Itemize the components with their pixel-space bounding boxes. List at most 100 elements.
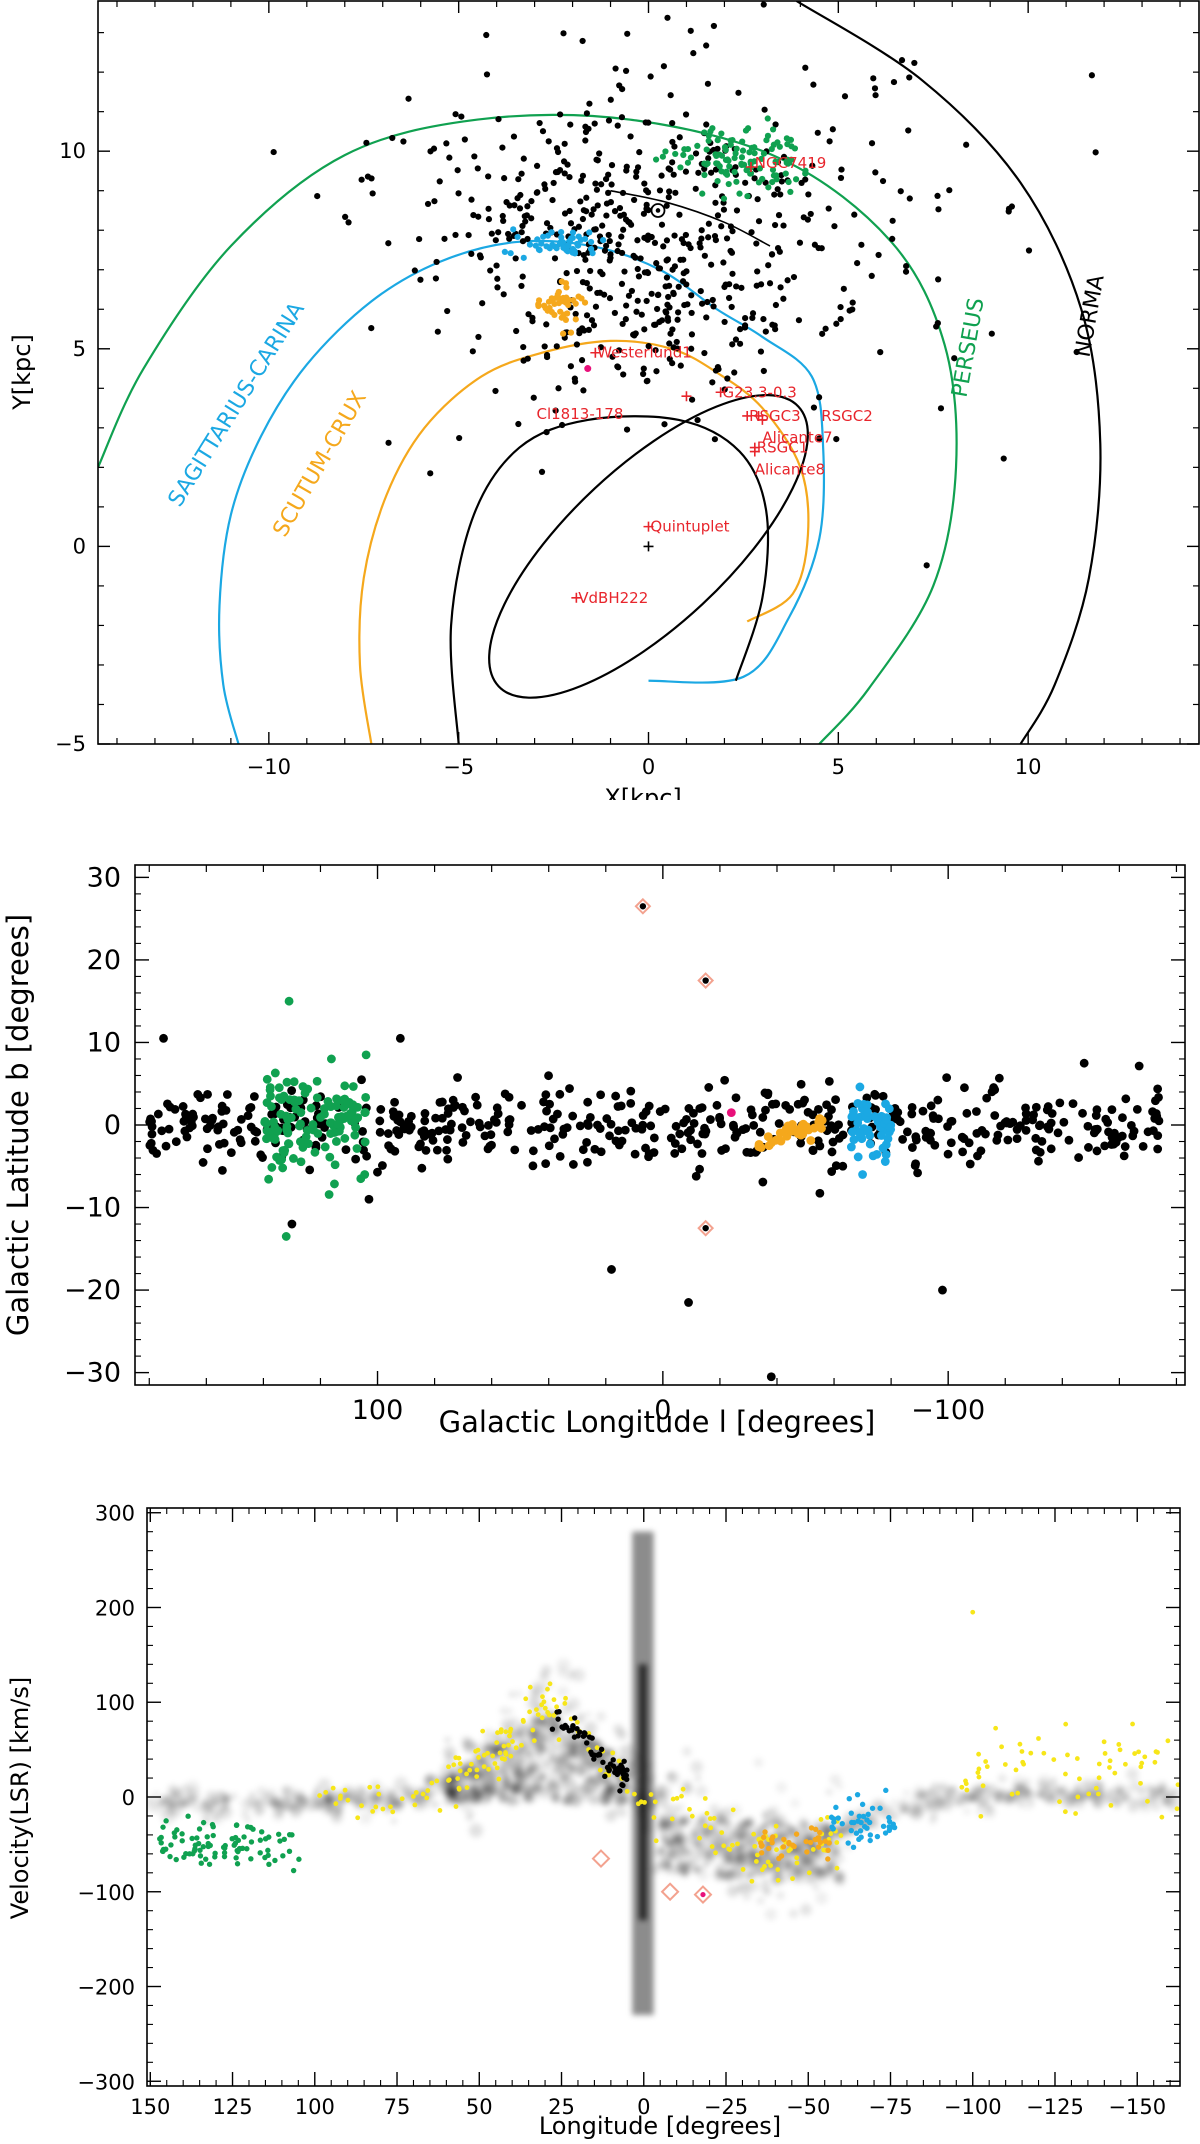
co-emission-background	[147, 1531, 1180, 2015]
co-cloud	[756, 1896, 765, 1905]
star-point-black	[513, 327, 520, 335]
lb-point-black	[641, 1107, 651, 1117]
lb-point-black	[427, 1128, 437, 1138]
star-point-black	[701, 252, 708, 259]
star-point-green	[677, 164, 684, 171]
star-point-black	[543, 220, 551, 227]
lv-point-yellow	[999, 1744, 1004, 1750]
co-cloud	[672, 1832, 685, 1845]
co-cloud	[736, 1818, 748, 1829]
lv-point-yellow	[467, 1767, 473, 1773]
lb-point-green	[351, 1123, 360, 1132]
lb-point-black	[474, 1118, 484, 1128]
star-point-black	[724, 375, 731, 382]
star-point-black	[796, 239, 804, 246]
map-xtick-label: 5	[832, 755, 845, 779]
star-point-black	[654, 291, 662, 299]
lv-point-yellow	[503, 1729, 509, 1735]
lb-point-black	[1074, 1153, 1084, 1162]
lb-point-cyan	[846, 1142, 856, 1152]
lv-point-yellow	[1095, 1791, 1101, 1797]
lv-point-green	[277, 1838, 283, 1844]
lv-point-black	[596, 1752, 603, 1758]
lv-ytick-label: 200	[95, 1596, 135, 1620]
star-point-black	[582, 137, 589, 144]
co-cloud	[728, 1858, 738, 1868]
lb-point-black	[755, 1127, 765, 1137]
lb-points	[145, 897, 1164, 1382]
lb-point-black	[749, 1120, 759, 1130]
star-point-orange	[551, 311, 558, 318]
star-point-black	[479, 300, 486, 307]
lv-xtick-label: −150	[1108, 2095, 1166, 2119]
co-cloud	[454, 1796, 462, 1804]
star-point-black	[776, 248, 783, 255]
star-point-black	[935, 206, 942, 213]
star-point-green	[701, 129, 708, 136]
star-point-black	[840, 285, 847, 292]
star-point-black	[619, 85, 626, 93]
lb-point-green	[312, 1093, 322, 1103]
lv-point-cyan	[860, 1813, 867, 1820]
star-point-black	[670, 344, 677, 351]
star-point-black	[780, 222, 787, 229]
star-point-black	[557, 111, 564, 118]
star-point-green	[738, 154, 746, 161]
lv-point-cyan	[828, 1814, 835, 1820]
star-point-black	[661, 421, 668, 428]
lb-point-green	[269, 1117, 278, 1127]
star-point-black	[622, 316, 629, 323]
lb-point-black	[446, 1119, 456, 1129]
co-cloud	[508, 1690, 516, 1699]
star-point-green	[714, 177, 721, 185]
star-point-black	[474, 165, 481, 172]
star-point-black	[664, 301, 671, 308]
lb-point-black	[311, 1140, 321, 1150]
star-point-black	[606, 257, 613, 264]
star-point-black	[614, 363, 621, 370]
lv-xtick-label: 50	[466, 2095, 493, 2119]
lv-special-diamond	[591, 1849, 611, 1869]
lb-point-green	[348, 1082, 358, 1091]
lv-point-yellow	[499, 1756, 505, 1762]
lv-point-yellow	[355, 1815, 361, 1821]
star-point-black	[424, 200, 432, 208]
lv-point-yellow	[456, 1755, 462, 1761]
star-point-black	[631, 196, 638, 204]
star-point-black	[805, 191, 812, 198]
star-point-black	[662, 308, 669, 315]
star-point-black	[444, 307, 451, 315]
lv-point-yellow	[786, 1848, 792, 1854]
lb-outlier	[361, 1050, 371, 1060]
star-point-green	[739, 138, 746, 145]
lv-point-cyan	[848, 1810, 854, 1816]
star-point-black	[872, 169, 879, 176]
star-point-black	[711, 436, 719, 443]
lv-point-yellow	[490, 1753, 496, 1759]
lb-xlabel: Galactic Longitude l [degrees]	[439, 1405, 876, 1439]
star-point-black	[611, 309, 618, 317]
co-cloud	[294, 1794, 308, 1807]
star-point-black	[563, 270, 570, 277]
star-point-black	[385, 439, 392, 446]
star-point-black	[751, 175, 758, 182]
lv-special-diamond	[693, 1885, 713, 1905]
lv-point-green	[171, 1830, 178, 1836]
co-cloud	[809, 1877, 818, 1885]
lb-point-black	[1044, 1124, 1054, 1134]
lb-point-black	[602, 1114, 612, 1123]
lb-point-black	[419, 1126, 429, 1136]
star-point-black	[465, 232, 472, 239]
star-point-black	[586, 100, 593, 107]
lv-point-yellow	[545, 1710, 551, 1715]
star-point-orange	[557, 308, 564, 315]
star-point-black	[520, 357, 527, 364]
star-point-black	[581, 327, 588, 334]
lb-point-black	[541, 1159, 551, 1169]
lb-point-black	[458, 1138, 468, 1147]
lv-point-black	[610, 1763, 617, 1769]
lv-point-yellow	[976, 1766, 982, 1772]
lb-point-black	[763, 1090, 773, 1100]
co-cloud	[720, 1818, 732, 1831]
star-point-black	[829, 126, 836, 133]
